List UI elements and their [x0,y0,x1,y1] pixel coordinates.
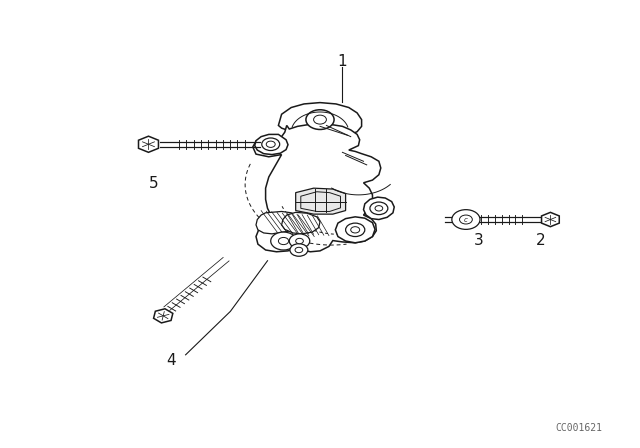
Circle shape [346,223,365,237]
Circle shape [262,138,280,151]
Circle shape [351,227,360,233]
Circle shape [278,237,289,245]
Polygon shape [282,212,320,234]
Circle shape [266,141,275,147]
Polygon shape [296,188,346,214]
Text: 5: 5 [148,176,159,191]
Circle shape [460,215,472,224]
Polygon shape [541,212,559,227]
Circle shape [295,247,303,253]
Polygon shape [154,309,173,323]
Circle shape [452,210,480,229]
Text: c: c [464,216,468,223]
Circle shape [289,234,310,248]
Circle shape [296,238,303,244]
Circle shape [290,244,308,256]
Circle shape [370,202,388,215]
Polygon shape [278,103,362,150]
Text: 3: 3 [474,233,484,248]
Polygon shape [253,123,381,252]
Text: CC001621: CC001621 [556,423,603,433]
Polygon shape [335,217,375,243]
Polygon shape [255,134,288,155]
Text: 4: 4 [166,353,177,368]
Text: 1: 1 [337,54,348,69]
Circle shape [314,115,326,124]
Polygon shape [138,136,159,152]
Circle shape [306,110,334,129]
Circle shape [271,232,296,250]
Polygon shape [364,197,394,220]
Text: 2: 2 [536,233,546,248]
Polygon shape [256,211,301,234]
Circle shape [375,206,383,211]
